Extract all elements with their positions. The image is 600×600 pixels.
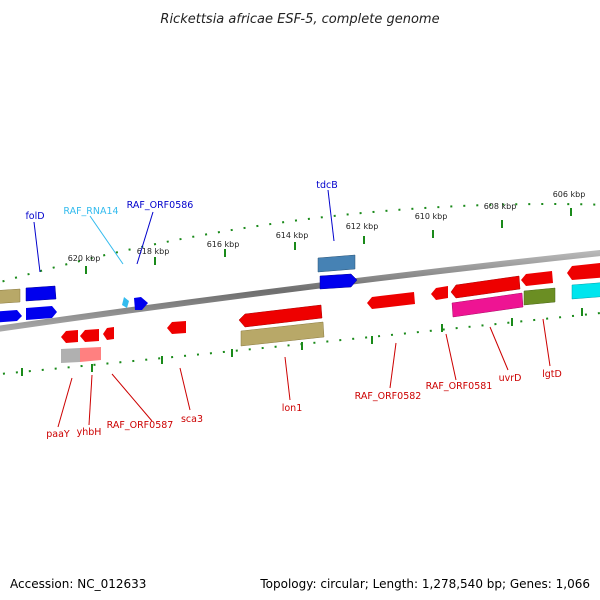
gene-label-tdcB[interactable]: tdcB bbox=[316, 180, 338, 191]
feature-grey-block[interactable] bbox=[61, 348, 80, 363]
feature-lon1-khaki[interactable] bbox=[240, 321, 325, 347]
gene-label-RAF_ORF0586[interactable]: RAF_ORF0586 bbox=[127, 200, 194, 211]
inner-tick-ring bbox=[0, 312, 600, 376]
feature-khaki-left[interactable] bbox=[0, 288, 21, 304]
feature-tdcB-steel[interactable] bbox=[317, 254, 356, 273]
feature-plus-1[interactable] bbox=[0, 310, 22, 323]
map-title: Rickettsia africae ESF-5, complete genom… bbox=[160, 12, 439, 27]
genome-backbone bbox=[0, 250, 600, 332]
leader-lines bbox=[33, 189, 551, 428]
feature-tdcB[interactable] bbox=[319, 273, 358, 290]
feature-yhbH[interactable] bbox=[80, 329, 99, 342]
scale-label-620: 620 kbp bbox=[68, 254, 101, 263]
gene-label-yhbH[interactable]: yhbH bbox=[77, 427, 102, 438]
accession-text: Accession: NC_012633 bbox=[10, 577, 147, 591]
scale-label-616: 616 kbp bbox=[207, 240, 240, 249]
scale-label-606: 606 kbp bbox=[553, 190, 586, 199]
genome-summary-text: Topology: circular; Length: 1,278,540 bp… bbox=[260, 577, 590, 591]
gene-label-lon1[interactable]: lon1 bbox=[282, 403, 303, 414]
feature-sca3[interactable] bbox=[167, 321, 186, 334]
feature-minus-right[interactable] bbox=[567, 262, 600, 280]
scale-labels: 620 kbp 618 kbp 616 kbp 614 kbp 612 kbp … bbox=[68, 190, 586, 263]
feature-RAF_ORF0586[interactable] bbox=[134, 297, 148, 310]
feature-folD[interactable] bbox=[25, 285, 57, 302]
plus-strand-features bbox=[0, 254, 600, 323]
gene-label-uvrD[interactable]: uvrD bbox=[499, 373, 522, 384]
feature-uvrD[interactable] bbox=[450, 275, 521, 299]
feature-lon1[interactable] bbox=[238, 304, 323, 328]
feature-paaY[interactable] bbox=[61, 330, 78, 343]
gene-label-RAF_ORF0582[interactable]: RAF_ORF0582 bbox=[355, 391, 422, 402]
gene-label-RAF_ORF0581[interactable]: RAF_ORF0581 bbox=[426, 381, 493, 392]
feature-RAF_ORF0582[interactable] bbox=[367, 292, 415, 309]
gene-label-paaY[interactable]: paaY bbox=[46, 429, 70, 440]
feature-lgtD[interactable] bbox=[521, 271, 553, 286]
feature-pink-block[interactable] bbox=[80, 347, 101, 362]
feature-RAF_RNA14[interactable] bbox=[122, 297, 129, 308]
feature-plus-2[interactable] bbox=[26, 306, 57, 320]
gene-label-folD[interactable]: folD bbox=[25, 211, 44, 222]
minus-strand-features bbox=[61, 262, 600, 363]
outer-major-ticks bbox=[85, 208, 572, 274]
scale-label-608: 608 kbp bbox=[484, 202, 517, 211]
scale-label-618: 618 kbp bbox=[137, 247, 170, 256]
gene-label-sca3[interactable]: sca3 bbox=[181, 414, 203, 425]
scale-label-612: 612 kbp bbox=[346, 222, 379, 231]
gene-label-RAF_RNA14[interactable]: RAF_RNA14 bbox=[63, 206, 118, 217]
scale-label-610: 610 kbp bbox=[415, 212, 448, 221]
gene-label-RAF_ORF0587[interactable]: RAF_ORF0587 bbox=[107, 420, 174, 431]
feature-RAF_ORF0587[interactable] bbox=[103, 327, 114, 340]
gene-labels: folD RAF_RNA14 RAF_ORF0586 tdcB paaY yhb… bbox=[25, 180, 561, 440]
feature-RAF_ORF0581[interactable] bbox=[431, 286, 448, 300]
inner-major-ticks bbox=[21, 308, 583, 376]
scale-label-614: 614 kbp bbox=[276, 231, 309, 240]
gene-label-lgtD[interactable]: lgtD bbox=[542, 369, 562, 380]
feature-uvrD-magenta[interactable] bbox=[451, 292, 524, 318]
feature-lgtD-olive[interactable] bbox=[523, 287, 556, 306]
feature-cyan-right[interactable] bbox=[571, 282, 600, 300]
